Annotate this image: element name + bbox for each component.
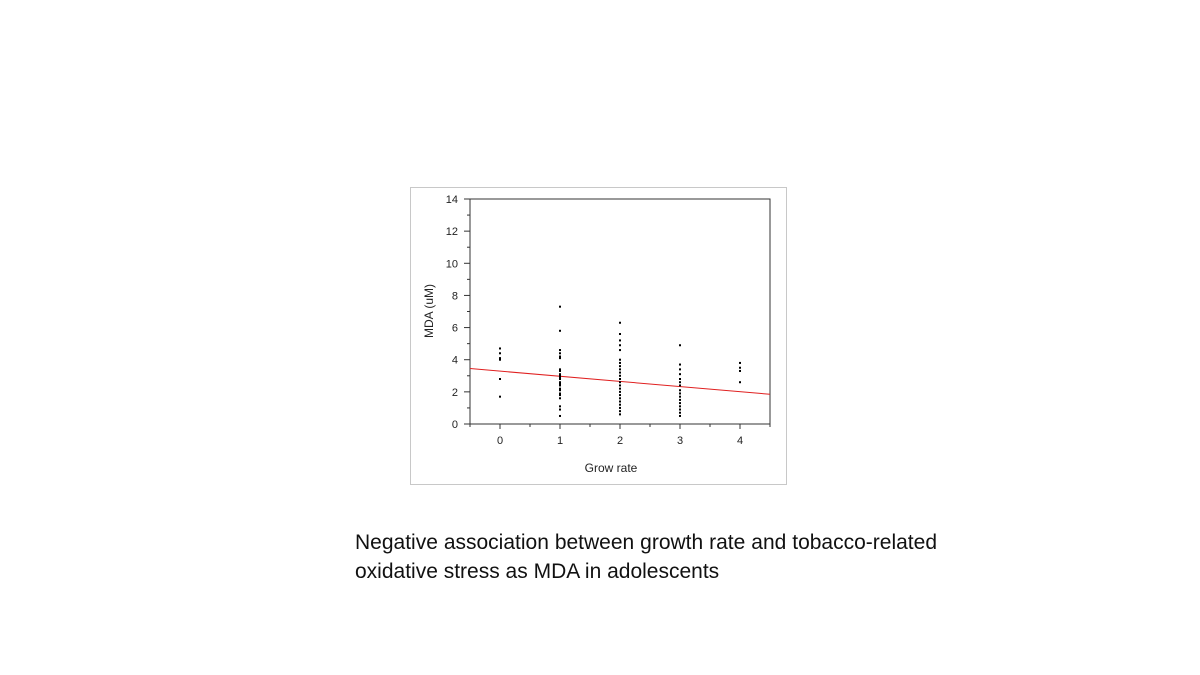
y-tick-label: 14 xyxy=(446,194,458,206)
x-tick-label: 3 xyxy=(677,435,683,447)
y-tick-label: 8 xyxy=(452,290,458,302)
data-point xyxy=(739,361,741,364)
data-point xyxy=(679,395,681,398)
x-tick-label: 4 xyxy=(737,435,743,447)
data-point xyxy=(679,411,681,414)
data-point xyxy=(499,395,501,398)
data-point xyxy=(559,355,561,358)
data-point xyxy=(619,406,621,409)
data-point xyxy=(559,369,561,372)
data-point xyxy=(619,368,621,371)
data-point xyxy=(679,389,681,392)
data-point xyxy=(679,398,681,401)
y-tick-label: 6 xyxy=(452,323,458,335)
data-point xyxy=(499,358,501,361)
data-point xyxy=(679,408,681,411)
data-point xyxy=(559,408,561,411)
data-point xyxy=(559,357,561,360)
data-point xyxy=(559,349,561,352)
data-point xyxy=(619,384,621,387)
data-point xyxy=(679,368,681,371)
data-point xyxy=(619,374,621,377)
data-point xyxy=(679,344,681,347)
data-point xyxy=(559,394,561,397)
data-point xyxy=(619,321,621,324)
y-tick-label: 4 xyxy=(452,355,458,367)
data-point xyxy=(619,410,621,413)
data-point xyxy=(619,403,621,406)
data-point xyxy=(679,373,681,376)
data-point xyxy=(739,369,741,372)
data-point xyxy=(559,373,561,376)
x-axis-title: Grow rate xyxy=(585,461,638,475)
data-point xyxy=(619,394,621,397)
data-point xyxy=(559,384,561,387)
data-point xyxy=(619,371,621,374)
data-point xyxy=(679,363,681,366)
data-point xyxy=(559,378,561,380)
data-point xyxy=(679,414,681,417)
data-point xyxy=(619,397,621,400)
y-tick-label: 0 xyxy=(452,419,458,431)
data-point xyxy=(559,387,561,390)
chart-frame: 0 2 4 6 8 10 12 14 0 1 2 3 4 MDA (uM) Grow rate xyxy=(410,187,787,485)
data-point xyxy=(679,378,681,380)
data-point xyxy=(559,368,561,371)
data-point xyxy=(559,376,561,379)
data-point xyxy=(559,382,561,385)
data-point xyxy=(559,405,561,408)
data-point xyxy=(619,349,621,352)
x-tick-label: 2 xyxy=(617,435,623,447)
data-point xyxy=(619,378,621,380)
data-point xyxy=(739,381,741,384)
x-tick-label: 1 xyxy=(557,435,563,447)
y-axis-title: MDA (uM) xyxy=(422,284,436,338)
data-point xyxy=(559,352,561,355)
data-point xyxy=(619,365,621,368)
y-tick-label: 12 xyxy=(446,226,458,238)
x-tick-label: 0 xyxy=(497,435,503,447)
data-point xyxy=(619,358,621,361)
data-point xyxy=(619,361,621,364)
data-point xyxy=(679,381,681,384)
data-point xyxy=(619,413,621,416)
data-point xyxy=(619,344,621,347)
data-point xyxy=(559,414,561,417)
data-point xyxy=(619,381,621,384)
data-point xyxy=(679,384,681,387)
data-point xyxy=(619,339,621,342)
data-point xyxy=(559,381,561,384)
data-point xyxy=(739,366,741,369)
data-point xyxy=(499,347,501,350)
data-point xyxy=(679,405,681,408)
data-point xyxy=(499,357,501,360)
data-point xyxy=(619,387,621,390)
data-point xyxy=(619,390,621,393)
y-tick-label: 2 xyxy=(452,387,458,399)
data-point xyxy=(559,389,561,392)
data-point xyxy=(679,392,681,395)
data-point xyxy=(499,378,501,380)
y-tick-label: 10 xyxy=(446,258,458,270)
data-point xyxy=(499,352,501,355)
data-point xyxy=(559,397,561,400)
data-point xyxy=(559,329,561,332)
data-point xyxy=(619,333,621,335)
data-point xyxy=(559,374,561,377)
data-point xyxy=(679,402,681,405)
figure-caption: Negative association between growth rate… xyxy=(355,531,937,583)
data-point xyxy=(559,392,561,395)
data-point xyxy=(559,305,561,308)
data-point xyxy=(619,400,621,403)
